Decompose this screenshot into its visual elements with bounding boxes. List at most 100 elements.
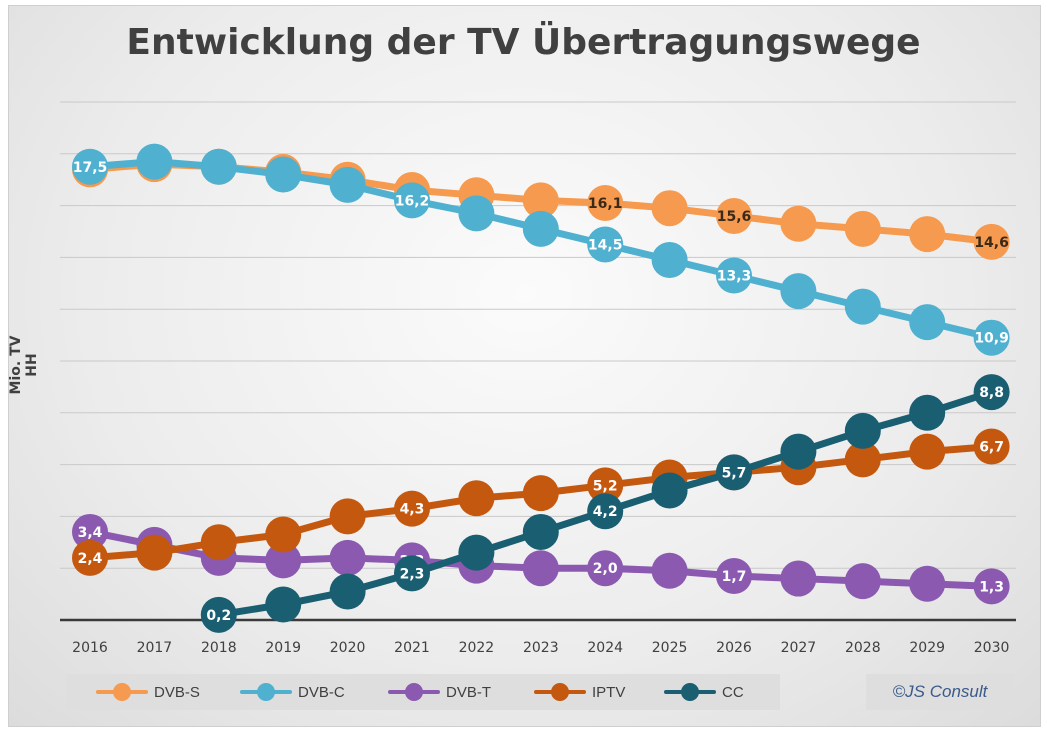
data-point-cc: [200, 596, 237, 633]
x-tick-label: 2022: [459, 640, 495, 656]
data-point-dvb-t: [329, 539, 366, 576]
data-point-dvb-t: [909, 565, 946, 602]
data-point-iptv: [72, 539, 108, 576]
data-point-dvb-c: [72, 148, 108, 185]
data-label-dvb-t: 3,4: [78, 525, 103, 541]
data-point-iptv: [909, 433, 946, 470]
data-label-iptv: 2,4: [78, 551, 103, 567]
data-point-dvb-s: [522, 182, 559, 219]
legend-item-iptv: IPTV: [534, 674, 625, 710]
x-tick-label: 2019: [265, 640, 301, 656]
data-point-dvb-t: [72, 513, 108, 550]
plot-area: 2016 2017 2018 2019 2020 2021 2022 2023 2024 2025…: [60, 101, 1016, 656]
legend-label: DVB-S: [154, 683, 200, 701]
x-tick-label: 2021: [394, 640, 430, 656]
data-point-dvb-c: [200, 148, 237, 185]
legend-label: IPTV: [592, 683, 626, 701]
credit-text: ©JS Consult: [892, 682, 988, 701]
x-tick-label: 2028: [845, 640, 881, 656]
legend: DVB-S DVB-C DVB-T IPTV CC: [66, 674, 780, 710]
data-point-iptv: [587, 467, 624, 504]
data-point-dvb-s: [973, 223, 1010, 260]
data-point-cc: [587, 493, 624, 530]
data-point-dvb-t: [651, 552, 688, 589]
data-point-dvb-c: [522, 210, 559, 247]
data-point-iptv: [522, 475, 559, 512]
data-point-iptv: [458, 480, 495, 517]
data-point-dvb-s: [780, 205, 817, 242]
credit-box: ©JS Consult: [866, 674, 1014, 710]
legend-item-dvb-c: DVB-C: [240, 674, 345, 710]
data-point-cc: [394, 555, 430, 592]
data-point-cc: [909, 394, 946, 431]
data-label-cc: 5,7: [722, 465, 747, 481]
data-point-dvb-c: [780, 273, 817, 310]
data-point-dvb-s: [844, 210, 881, 247]
legend-dot: [405, 683, 423, 701]
data-point-cc: [522, 513, 559, 550]
data-label-dvb-t: 1,3: [979, 579, 1004, 595]
data-point-iptv: [394, 490, 430, 527]
data-label-dvb-c: 13,3: [717, 269, 752, 285]
data-point-dvb-t: [716, 557, 752, 594]
data-point-iptv: [200, 524, 237, 561]
x-tick-label: 2017: [137, 640, 173, 656]
legend-dot: [681, 683, 699, 701]
data-label-dvb-s: 15,6: [717, 209, 752, 225]
x-tick-label: 2016: [72, 640, 108, 656]
data-point-dvb-t: [265, 542, 302, 579]
legend-label: DVB-T: [446, 683, 491, 701]
x-tick-label: 2030: [974, 640, 1010, 656]
x-tick-label: 2027: [781, 640, 817, 656]
data-label-iptv: 5,2: [593, 478, 618, 494]
data-point-cc: [844, 412, 881, 449]
data-point-dvb-c: [909, 304, 946, 341]
data-point-dvb-t: [973, 568, 1010, 605]
data-point-dvb-t: [587, 550, 624, 587]
legend-swatch-dvb-c: [240, 682, 292, 702]
legend-item-cc: CC: [664, 674, 744, 710]
data-point-dvb-c: [973, 319, 1010, 356]
data-label-cc: 8,8: [979, 385, 1004, 401]
x-tick-label: 2023: [523, 640, 559, 656]
chart-frame: [8, 5, 1041, 727]
legend-item-dvb-s: DVB-S: [96, 674, 200, 710]
legend-label: DVB-C: [298, 683, 345, 701]
data-label-cc: 4,2: [593, 504, 618, 520]
legend-dot: [257, 683, 275, 701]
data-point-cc: [458, 534, 495, 571]
x-tick-label: 2020: [330, 640, 366, 656]
data-point-cc: [780, 433, 817, 470]
data-label-dvb-c: 14,5: [588, 237, 623, 253]
legend-label: CC: [722, 683, 744, 701]
data-point-cc: [651, 472, 688, 509]
data-label-dvb-t: 1,7: [722, 569, 747, 585]
chart-title: Entwicklung der TV Übertragungswege: [126, 22, 921, 63]
data-point-dvb-c: [716, 257, 752, 294]
legend-dot: [113, 683, 131, 701]
data-label-iptv: 4,3: [400, 502, 425, 518]
data-point-dvb-s: [909, 216, 946, 253]
x-tick-label: 2018: [201, 640, 237, 656]
legend-item-dvb-t: DVB-T: [388, 674, 491, 710]
data-label-iptv: 6,7: [979, 439, 1004, 455]
data-point-dvb-t: [844, 563, 881, 600]
data-point-dvb-c: [394, 182, 430, 219]
data-point-dvb-c: [458, 195, 495, 232]
x-tick-label: 2029: [909, 640, 945, 656]
data-point-dvb-c: [136, 143, 173, 180]
legend-swatch-dvb-s: [96, 682, 148, 702]
data-point-dvb-c: [265, 156, 302, 193]
data-point-cc: [973, 374, 1010, 411]
data-label-cc: 0,2: [206, 608, 231, 624]
data-label-dvb-c: 17,5: [73, 160, 108, 176]
data-point-dvb-c: [844, 288, 881, 325]
legend-swatch-cc: [664, 682, 716, 702]
data-label-dvb-c: 10,9: [974, 331, 1009, 347]
data-point-dvb-s: [651, 190, 688, 227]
legend-swatch-iptv: [534, 682, 586, 702]
data-point-dvb-c: [587, 226, 624, 263]
x-tick-label: 2026: [716, 640, 752, 656]
data-point-dvb-t: [780, 560, 817, 597]
data-point-iptv: [329, 498, 366, 535]
